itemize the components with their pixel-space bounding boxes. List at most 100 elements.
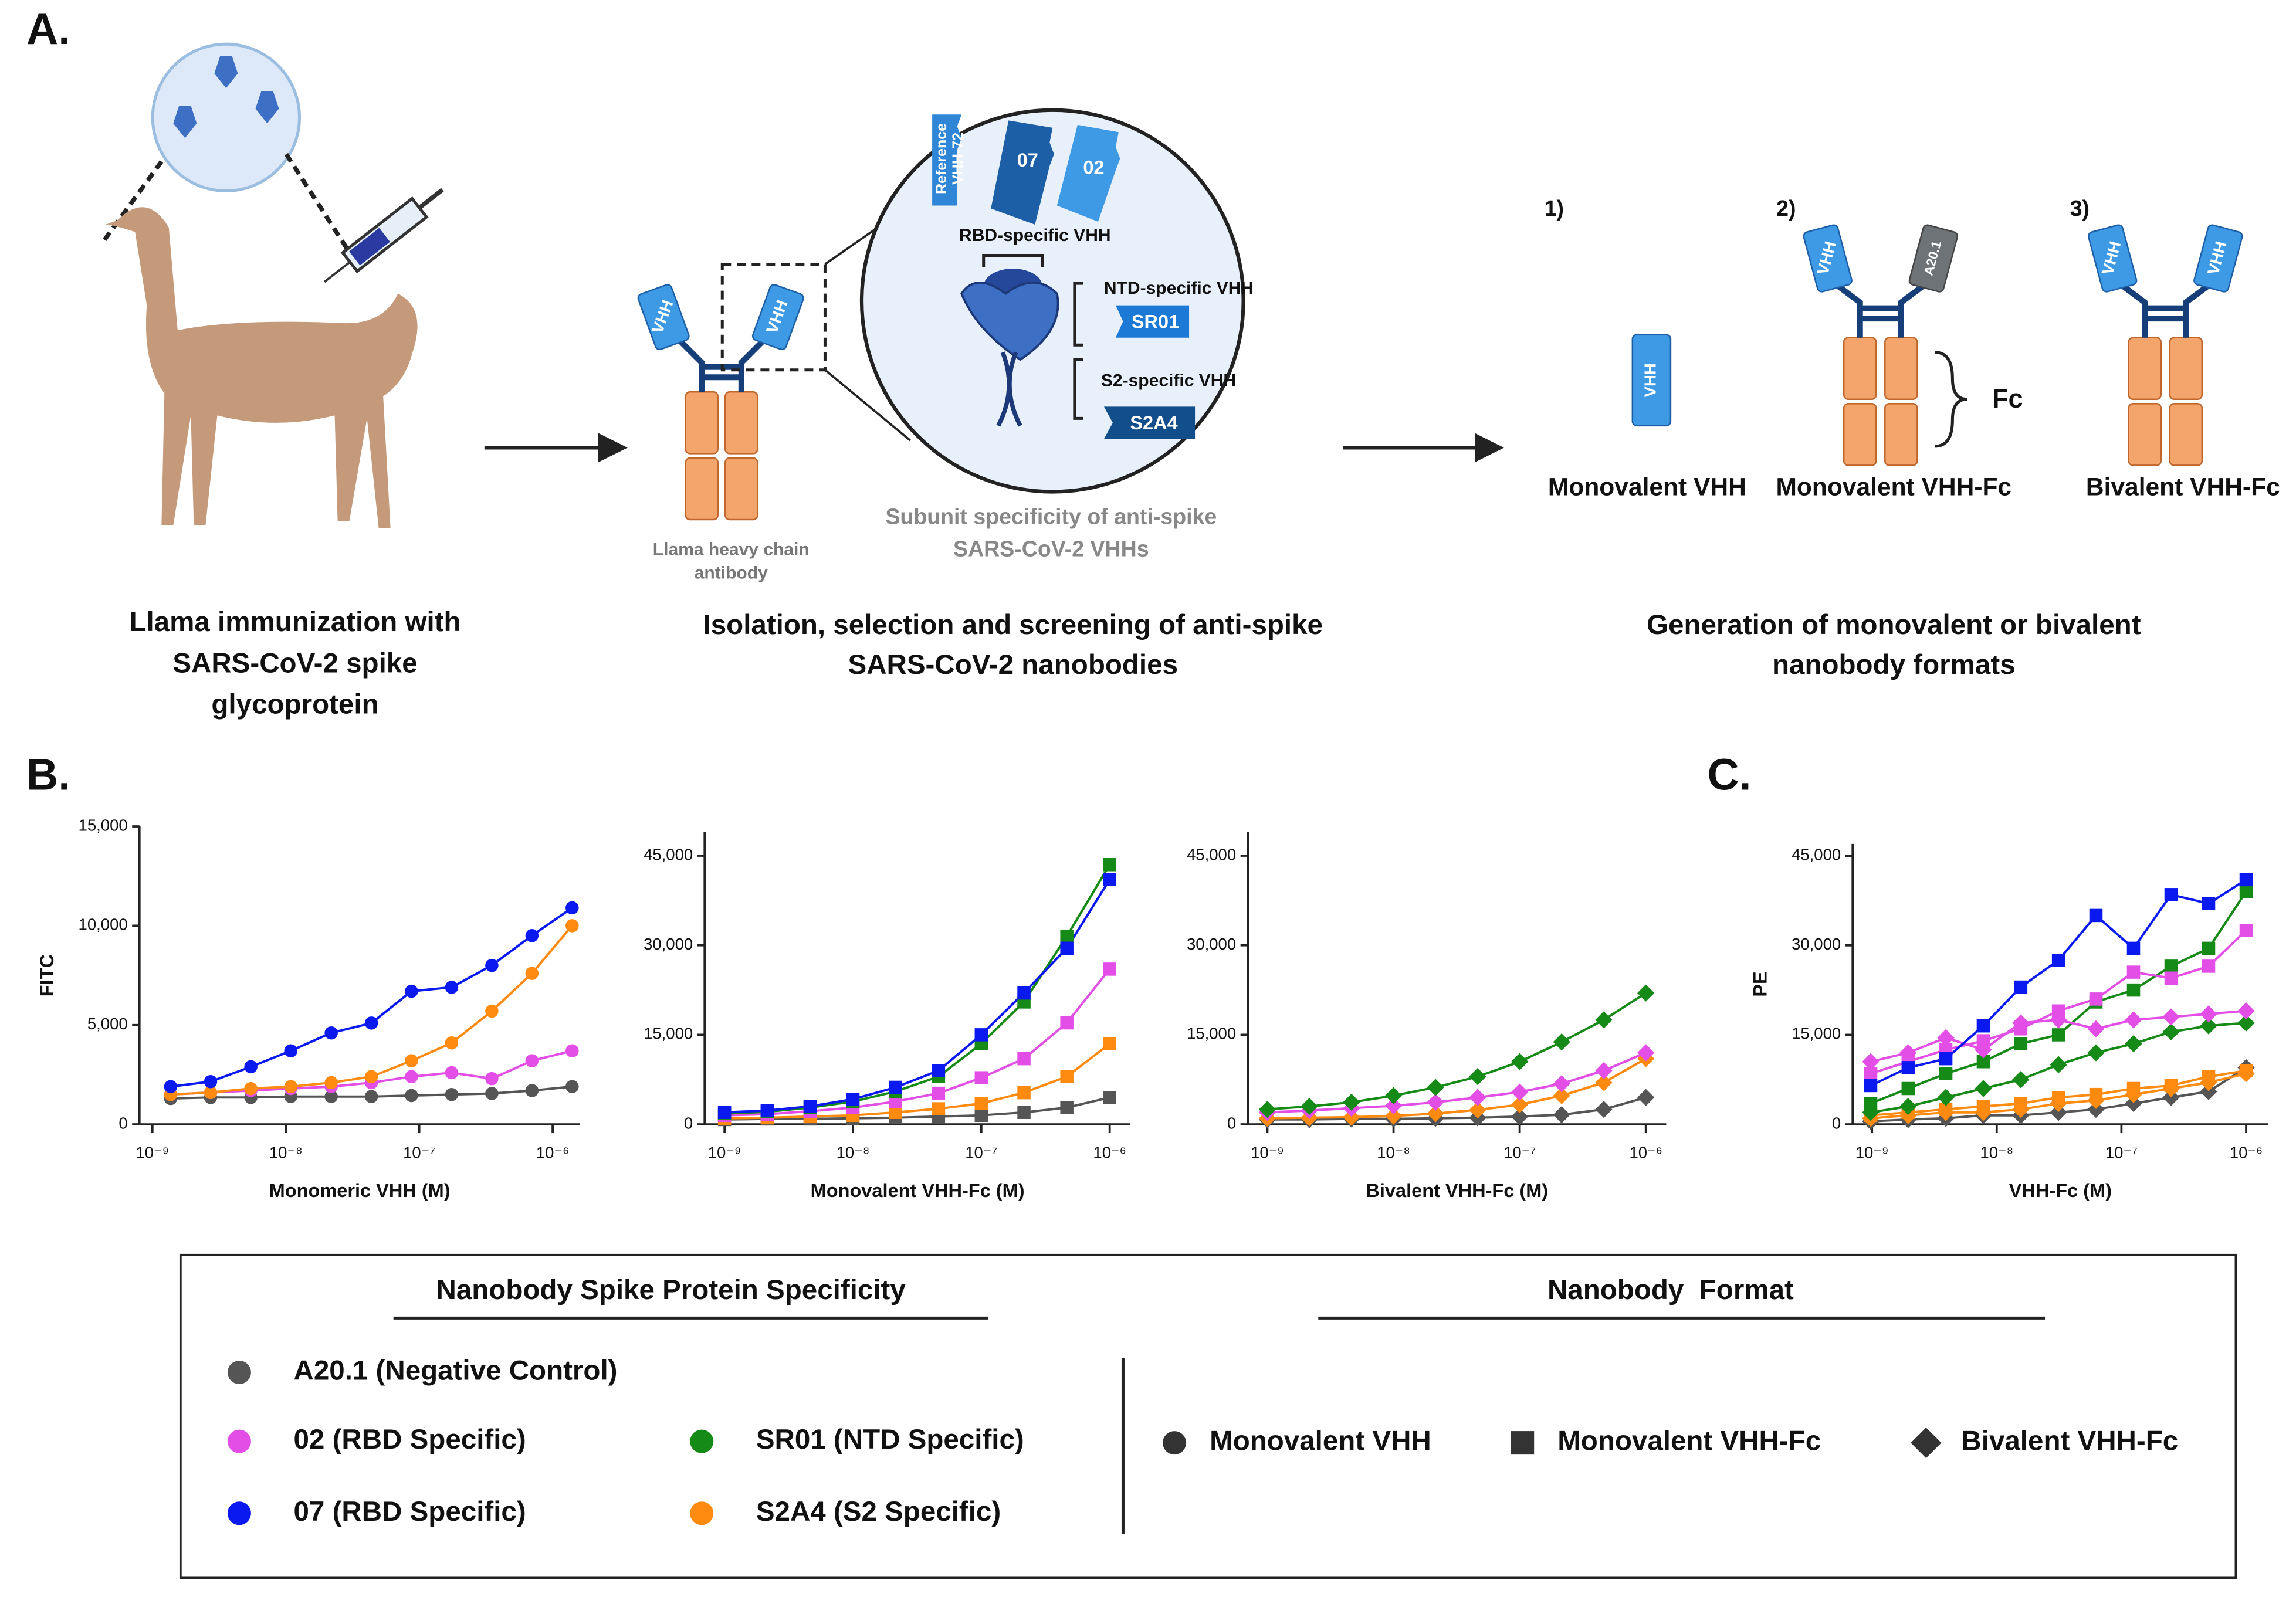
rbd-label: RBD-specific VHH (959, 226, 1111, 245)
marker (889, 1080, 902, 1094)
marker (2051, 953, 2065, 967)
y-tick-label: 15,000 (1187, 1025, 1236, 1043)
legend-label: 02 (RBD Specific) (294, 1424, 526, 1455)
marker (1864, 1067, 1878, 1080)
format-name: Monovalent VHH-Fc (1776, 473, 2011, 501)
marker (364, 1070, 378, 1084)
y-axis-label: PE (1750, 971, 1771, 996)
antibody-label: antibody (695, 564, 768, 583)
marker (204, 1086, 218, 1100)
series-line (724, 1043, 1110, 1120)
marker (803, 1100, 817, 1113)
marker (2200, 1005, 2217, 1023)
y-tick-label: 0 (1227, 1114, 1236, 1132)
y-tick-label: 45,000 (644, 845, 693, 863)
marker (324, 1076, 338, 1090)
marker (974, 1028, 988, 1042)
marker (1060, 1070, 1074, 1083)
marker (1937, 1029, 1955, 1047)
clone-label: 07 (1017, 150, 1038, 171)
marker (525, 929, 539, 942)
reference-label: VHH-72 (950, 133, 966, 185)
marker (485, 958, 499, 972)
series-line (1267, 1096, 1647, 1121)
x-axis-label: Monomeric VHH (M) (269, 1180, 451, 1201)
panel-label: A. (26, 4, 70, 53)
marker (2050, 1056, 2067, 1073)
marker (2126, 1081, 2141, 1096)
marker (2202, 941, 2216, 955)
marker (1384, 1087, 1403, 1104)
inset-circle (859, 108, 1245, 494)
marker (1511, 1083, 1529, 1101)
x-tick-label: 10⁻⁶ (1093, 1143, 1126, 1161)
marker (227, 1360, 251, 1385)
marker (565, 901, 579, 915)
series-line (724, 864, 1111, 1115)
domain-label: VHH (1641, 363, 1660, 397)
series-line (724, 879, 1111, 1114)
s2-label: S2-specific VHH (1101, 371, 1236, 391)
marker (525, 1084, 539, 1097)
inset-title: Subunit specificity of anti-spike (885, 504, 1217, 528)
y-tick-label: 30,000 (644, 935, 693, 953)
marker (1103, 873, 1116, 886)
marker (2051, 1028, 2065, 1042)
marker (1976, 1019, 1990, 1033)
step-caption: nanobody formats (1772, 649, 2016, 680)
marker (227, 1501, 251, 1525)
marker (889, 1106, 902, 1119)
marker (1427, 1105, 1444, 1123)
marker (1103, 962, 1116, 976)
marker (445, 981, 459, 994)
y-tick-label: 10,000 (79, 916, 128, 934)
marker (690, 1429, 714, 1453)
marker (1469, 1067, 1486, 1086)
series-line (1267, 1057, 1647, 1120)
marker (1637, 984, 1655, 1002)
marker (690, 1501, 714, 1525)
antibody-label: Llama heavy chain (653, 540, 810, 560)
step-caption: SARS-CoV-2 nanobodies (848, 649, 1179, 680)
marker (2162, 1008, 2180, 1026)
marker (1060, 1101, 1074, 1114)
marker (846, 1093, 860, 1106)
marker (405, 1070, 418, 1084)
marker (2126, 983, 2141, 997)
x-tick-label: 10⁻⁶ (2230, 1143, 2263, 1161)
marker (2012, 1071, 2030, 1089)
marker (2051, 1004, 2065, 1018)
marker (974, 1108, 988, 1123)
marker (1864, 1097, 1878, 1110)
marker (2089, 908, 2103, 923)
marker (1469, 1101, 1486, 1119)
marker (2200, 1017, 2217, 1035)
step-caption: Generation of monovalent or bivalent (1647, 609, 2141, 640)
marker (1060, 941, 1074, 955)
marker (1384, 1097, 1403, 1115)
x-axis-label: Monovalent VHH-Fc (M) (811, 1180, 1025, 1201)
marker (364, 1016, 378, 1030)
x-tick-label: 10⁻⁷ (2105, 1143, 2138, 1161)
marker (1939, 1067, 1953, 1080)
fc-label: Fc (1992, 384, 2023, 413)
marker (932, 1086, 946, 1100)
panel-labels: A. B. C. (26, 4, 1751, 799)
y-tick-label: 15,000 (644, 1025, 693, 1043)
marker (2162, 1023, 2180, 1040)
marker (1511, 1096, 1529, 1114)
marker (1103, 858, 1116, 872)
marker (2202, 1070, 2216, 1083)
marker (1427, 1093, 1444, 1111)
marker (1511, 1053, 1529, 1070)
marker (2126, 941, 2141, 955)
marker (1427, 1079, 1444, 1096)
marker (717, 1106, 732, 1119)
marker (2164, 959, 2178, 973)
format-number: 2) (1776, 196, 1796, 221)
marker (2087, 1020, 2105, 1037)
y-tick-label: 45,000 (1792, 845, 1841, 863)
marker (1017, 1052, 1031, 1066)
marker (1343, 1093, 1360, 1111)
marker (760, 1104, 774, 1117)
